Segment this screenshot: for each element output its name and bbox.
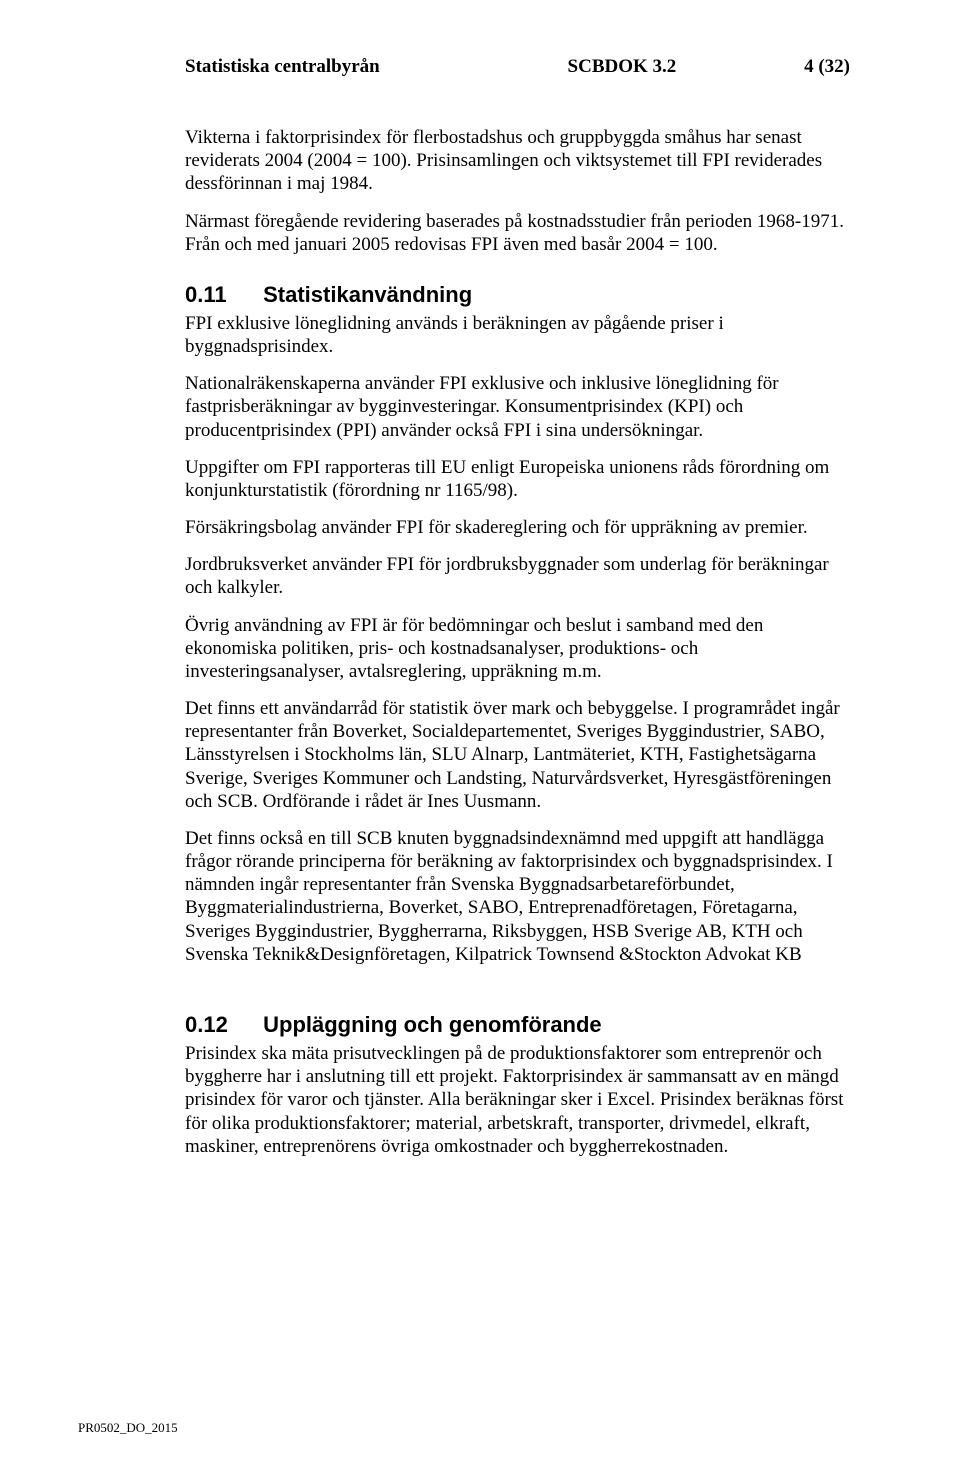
body-paragraph: FPI exklusive löneglidning används i ber… bbox=[185, 312, 850, 358]
page-header: Statistiska centralbyrån SCBDOK 3.2 4 (3… bbox=[185, 56, 850, 78]
body-paragraph: Övrig användning av FPI är för bedömning… bbox=[185, 614, 850, 684]
section-title: Statistikanvändning bbox=[263, 282, 472, 307]
section-heading: 0.11 Statistikanvändning bbox=[185, 282, 850, 308]
footer-doc-code: PR0502_DO_2015 bbox=[78, 1420, 178, 1436]
page: Statistiska centralbyrån SCBDOK 3.2 4 (3… bbox=[0, 0, 960, 1228]
header-doc-id: SCBDOK 3.2 bbox=[568, 56, 677, 78]
body-paragraph: Uppgifter om FPI rapporteras till EU enl… bbox=[185, 456, 850, 502]
section-title: Uppläggning och genomförande bbox=[263, 1012, 602, 1037]
header-org: Statistiska centralbyrån bbox=[185, 56, 380, 78]
section-number: 0.12 bbox=[185, 1012, 257, 1038]
body-paragraph: Det finns ett användarråd för statistik … bbox=[185, 697, 850, 813]
body-paragraph: Vikterna i faktorprisindex för flerbosta… bbox=[185, 126, 850, 196]
body-paragraph: Nationalräkenskaperna använder FPI exklu… bbox=[185, 372, 850, 442]
body-paragraph: Närmast föregående revidering baserades … bbox=[185, 210, 850, 256]
header-page-number: 4 (32) bbox=[804, 56, 850, 78]
section-heading: 0.12 Uppläggning och genomförande bbox=[185, 1012, 850, 1038]
body-paragraph: Prisindex ska mäta prisutvecklingen på d… bbox=[185, 1042, 850, 1158]
section-number: 0.11 bbox=[185, 282, 257, 308]
body-paragraph: Försäkringsbolag använder FPI för skader… bbox=[185, 516, 850, 539]
body-paragraph: Jordbruksverket använder FPI för jordbru… bbox=[185, 553, 850, 599]
body-paragraph: Det finns också en till SCB knuten byggn… bbox=[185, 827, 850, 966]
